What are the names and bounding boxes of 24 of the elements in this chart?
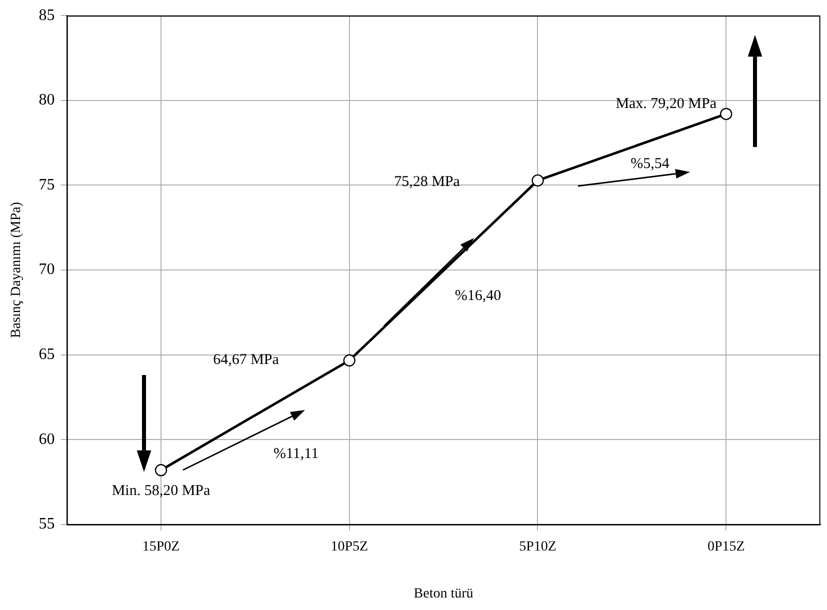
y-axis-title: Basınç Dayanımı (MPa) [9,202,24,338]
y-tick-label: 85 [38,6,55,24]
x-tick-label: 0P15Z [707,539,745,554]
point [720,108,732,120]
y-tick-label: 65 [38,346,55,364]
x-tick-label: 10P5Z [330,539,368,554]
annotation: %5,54 [630,156,670,172]
x-tick-label: 15P0Z [142,539,180,554]
point [154,464,168,476]
x-tick-label: 5P10Z [519,539,556,554]
annotation: Max. 79,20 MPa [616,96,717,112]
point [532,174,544,187]
y-tick-label: 55 [38,516,55,533]
annotation: 75,28 MPa [394,174,460,190]
y-tick-label: 80 [38,92,55,109]
y-tick-label: 75 [38,176,55,194]
annotation: %16,40 [454,288,502,304]
annotation: Min. 58,20 MPa [112,483,210,500]
point [343,354,356,366]
y-tick-label: 70 [38,261,55,278]
x-axis-title: Beton türü [414,586,474,602]
y-tick-label: 60 [38,430,55,448]
annotation: %11,11 [273,446,319,462]
annotation: 64,67 MPa [213,352,280,368]
